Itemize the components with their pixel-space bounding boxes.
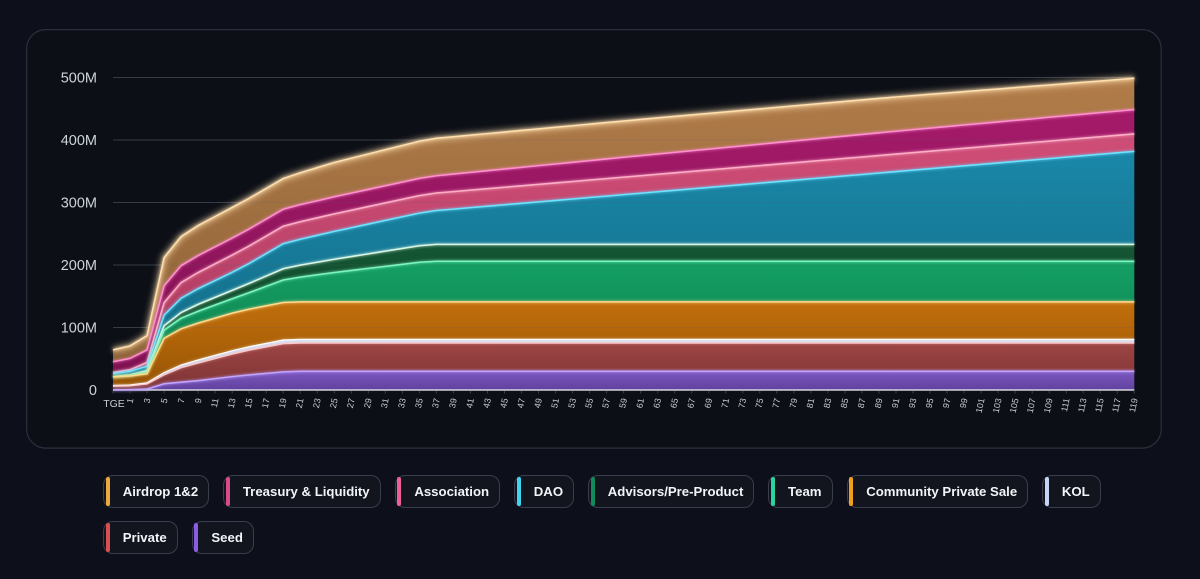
svg-text:47: 47 bbox=[515, 397, 527, 409]
svg-text:115: 115 bbox=[1093, 397, 1106, 413]
svg-text:29: 29 bbox=[362, 397, 374, 409]
svg-text:81: 81 bbox=[805, 397, 817, 409]
svg-text:27: 27 bbox=[345, 397, 357, 409]
svg-text:35: 35 bbox=[413, 397, 425, 409]
svg-text:55: 55 bbox=[583, 397, 595, 409]
svg-text:109: 109 bbox=[1042, 397, 1055, 414]
svg-text:1: 1 bbox=[125, 397, 136, 404]
svg-text:65: 65 bbox=[668, 397, 680, 409]
svg-text:99: 99 bbox=[958, 397, 970, 409]
svg-text:71: 71 bbox=[719, 397, 731, 409]
svg-text:89: 89 bbox=[873, 397, 885, 409]
svg-text:107: 107 bbox=[1025, 397, 1038, 414]
svg-text:97: 97 bbox=[941, 397, 953, 409]
svg-text:103: 103 bbox=[991, 397, 1004, 414]
svg-text:73: 73 bbox=[736, 397, 748, 409]
svg-text:45: 45 bbox=[498, 397, 510, 409]
svg-text:43: 43 bbox=[481, 397, 493, 409]
svg-text:7: 7 bbox=[176, 397, 187, 404]
svg-text:500M: 500M bbox=[61, 71, 97, 87]
svg-text:17: 17 bbox=[260, 397, 272, 409]
svg-text:87: 87 bbox=[856, 397, 868, 409]
svg-text:37: 37 bbox=[430, 397, 442, 409]
svg-text:33: 33 bbox=[396, 397, 408, 409]
svg-text:23: 23 bbox=[311, 397, 323, 409]
svg-text:63: 63 bbox=[651, 397, 663, 409]
svg-text:83: 83 bbox=[822, 397, 834, 409]
svg-text:39: 39 bbox=[447, 397, 459, 409]
svg-text:101: 101 bbox=[974, 397, 987, 414]
svg-text:51: 51 bbox=[549, 397, 561, 409]
svg-text:111: 111 bbox=[1059, 397, 1072, 412]
svg-text:15: 15 bbox=[243, 397, 255, 409]
svg-text:100M: 100M bbox=[61, 321, 97, 337]
svg-text:5: 5 bbox=[159, 397, 170, 404]
svg-text:61: 61 bbox=[634, 397, 646, 409]
svg-text:31: 31 bbox=[379, 397, 391, 409]
svg-text:0: 0 bbox=[89, 383, 97, 399]
svg-text:95: 95 bbox=[924, 397, 936, 409]
svg-text:TGE: TGE bbox=[103, 398, 125, 410]
svg-text:25: 25 bbox=[328, 397, 340, 409]
svg-text:21: 21 bbox=[294, 397, 306, 409]
svg-text:77: 77 bbox=[770, 397, 782, 409]
svg-text:3: 3 bbox=[142, 397, 153, 404]
svg-text:91: 91 bbox=[890, 397, 902, 409]
svg-text:300M: 300M bbox=[61, 196, 97, 212]
svg-text:9: 9 bbox=[193, 397, 204, 404]
svg-text:49: 49 bbox=[532, 397, 544, 409]
svg-text:13: 13 bbox=[226, 397, 238, 409]
svg-text:75: 75 bbox=[753, 397, 765, 409]
svg-text:11: 11 bbox=[209, 397, 221, 408]
svg-text:69: 69 bbox=[702, 397, 714, 409]
svg-text:59: 59 bbox=[617, 397, 629, 409]
svg-text:117: 117 bbox=[1110, 397, 1123, 413]
svg-text:57: 57 bbox=[600, 397, 612, 409]
svg-text:53: 53 bbox=[566, 397, 578, 409]
svg-text:79: 79 bbox=[788, 397, 800, 409]
svg-text:85: 85 bbox=[839, 397, 851, 409]
svg-text:19: 19 bbox=[277, 397, 289, 409]
svg-text:400M: 400M bbox=[61, 133, 97, 149]
svg-text:67: 67 bbox=[685, 397, 697, 409]
svg-text:119: 119 bbox=[1127, 397, 1140, 413]
svg-text:105: 105 bbox=[1008, 397, 1021, 414]
svg-text:41: 41 bbox=[464, 397, 476, 409]
svg-text:93: 93 bbox=[907, 397, 919, 409]
svg-text:200M: 200M bbox=[61, 258, 97, 274]
svg-text:113: 113 bbox=[1076, 397, 1089, 413]
